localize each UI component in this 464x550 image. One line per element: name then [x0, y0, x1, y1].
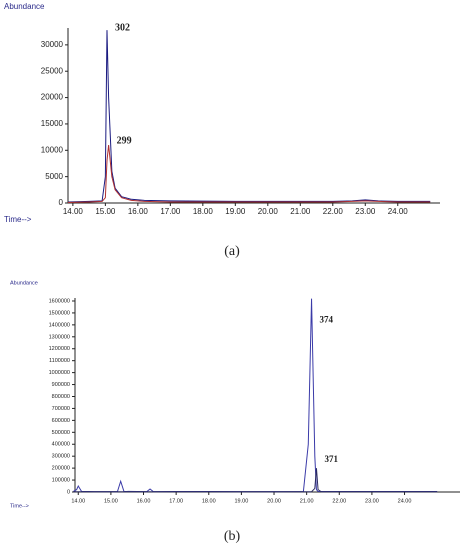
y-axis-label: Abundance: [10, 280, 38, 286]
y-tick-label: 700000: [52, 406, 70, 412]
caption: (b): [224, 529, 241, 544]
x-tick-label: 17.00: [160, 207, 181, 216]
x-tick-label: 23.00: [365, 498, 379, 504]
caption: (a): [224, 244, 240, 259]
y-tick-label: 400000: [52, 442, 70, 448]
x-tick-label: 16.00: [128, 207, 149, 216]
x-tick-label: 22.00: [323, 207, 344, 216]
x-tick-label: 20.00: [267, 498, 281, 504]
y-tick-label: 25000: [41, 66, 64, 75]
y-tick-label: 1600000: [49, 298, 70, 304]
x-tick-label: 24.00: [388, 207, 409, 216]
x-tick-label: 21.00: [300, 498, 314, 504]
y-tick-label: 1300000: [49, 334, 70, 340]
chromatogram-line: [73, 468, 438, 493]
y-tick-label: 1400000: [49, 322, 70, 328]
x-tick-label: 14.00: [71, 498, 85, 504]
y-tick-label: 15000: [41, 119, 64, 128]
y-tick-label: 1000000: [49, 370, 70, 376]
y-tick-label: 1200000: [49, 346, 70, 352]
y-tick-label: 200000: [52, 466, 70, 472]
y-tick-label: 500000: [52, 430, 70, 436]
chromatogram-line: [67, 30, 431, 203]
x-tick-label: 22.00: [332, 498, 346, 504]
y-tick-label: 20000: [41, 93, 64, 102]
x-tick-label: 20.00: [258, 207, 279, 216]
x-tick-label: 18.00: [193, 207, 214, 216]
chromatogram-line: [67, 144, 431, 203]
x-tick-label: 16.00: [137, 498, 151, 504]
x-tick-label: 15.00: [104, 498, 118, 504]
x-axis-label: Time-->: [10, 503, 29, 509]
peak-label: 371: [324, 454, 338, 464]
y-tick-label: 30000: [41, 40, 64, 49]
x-axis-label: Time-->: [4, 215, 32, 224]
y-tick-label: 900000: [52, 382, 70, 388]
x-tick-label: 14.00: [63, 207, 84, 216]
y-tick-label: 1100000: [49, 358, 70, 364]
peak-label: 374: [320, 315, 334, 325]
x-tick-label: 19.00: [225, 207, 246, 216]
y-tick-label: 0: [67, 489, 70, 495]
y-tick-label: 100000: [52, 478, 70, 484]
peak-label: 299: [117, 135, 132, 146]
y-tick-label: 600000: [52, 418, 70, 424]
y-tick-label: 0: [59, 198, 64, 207]
y-tick-label: 5000: [45, 172, 63, 181]
x-tick-label: 17.00: [169, 498, 183, 504]
y-tick-label: 800000: [52, 394, 70, 400]
x-tick-label: 15.00: [95, 207, 116, 216]
x-tick-label: 23.00: [355, 207, 376, 216]
peak-label: 302: [115, 22, 130, 33]
y-axis-label: Abundance: [4, 2, 45, 11]
y-tick-label: 10000: [41, 145, 64, 154]
chromatogram-line: [73, 298, 438, 493]
x-tick-label: 21.00: [290, 207, 311, 216]
x-tick-label: 24.00: [398, 498, 412, 504]
y-tick-label: 300000: [52, 454, 70, 460]
x-tick-label: 18.00: [202, 498, 216, 504]
y-tick-label: 1500000: [49, 310, 70, 316]
x-tick-label: 19.00: [235, 498, 249, 504]
